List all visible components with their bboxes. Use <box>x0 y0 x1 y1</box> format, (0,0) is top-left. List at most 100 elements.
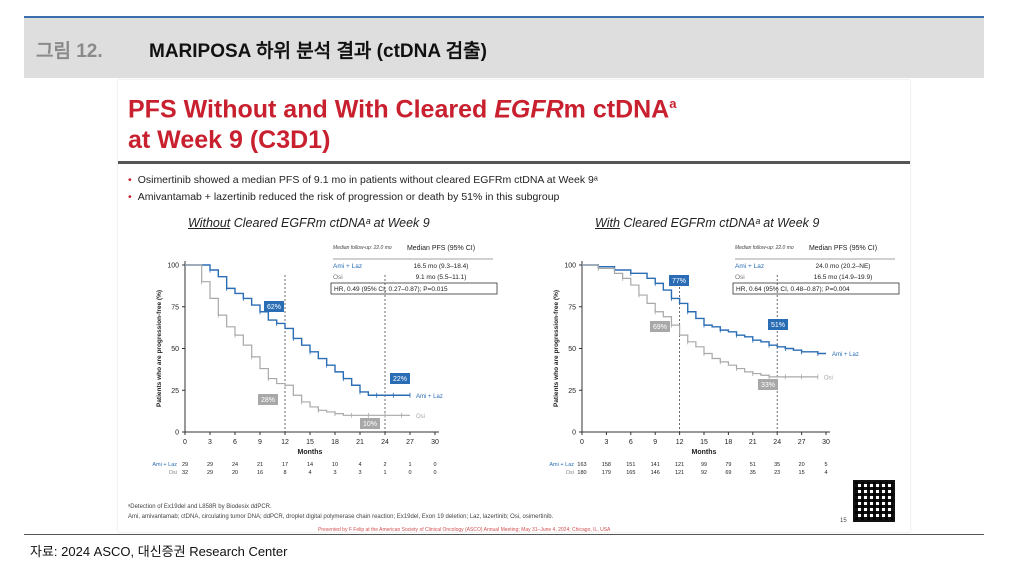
x-tick-label: 0 <box>580 439 584 446</box>
risk-value: 69 <box>725 470 731 476</box>
hr-text: HR, 0.49 (95% CI, 0.27–0.87); P=0.015 <box>334 286 448 293</box>
x-tick-label: 30 <box>822 439 830 446</box>
risk-value: 151 <box>626 462 635 468</box>
bullet-text: Osimertinib showed a median PFS of 9.1 m… <box>137 174 598 186</box>
median-value: 16.5 mo (14.9–19.9) <box>814 274 873 281</box>
risk-value: 146 <box>651 470 660 476</box>
risk-value: 163 <box>577 462 586 468</box>
y-tick-label: 100 <box>167 263 179 270</box>
x-tick-label: 24 <box>381 439 389 446</box>
y-tick-label: 50 <box>171 346 179 353</box>
landmark-badge-text: 10% <box>363 421 377 428</box>
landmark-badge-text: 28% <box>261 397 275 404</box>
slide-title: PFS Without and With Cleared EGFRm ctDNA… <box>128 88 676 156</box>
bullet-text: Amivantamab + lazertinib reduced the ris… <box>137 191 560 203</box>
risk-value: 35 <box>774 462 780 468</box>
risk-value: 121 <box>675 470 684 476</box>
risk-value: 179 <box>602 470 611 476</box>
risk-value: 0 <box>433 462 436 468</box>
footnote-1: ᵃDetection of Ex19del and L858R by Biode… <box>128 504 272 510</box>
risk-label: Ami + Laz <box>152 462 177 468</box>
risk-value: 29 <box>207 462 213 468</box>
figure-title: MARIPOSA 하위 분석 결과 (ctDNA 검출) <box>149 41 487 62</box>
panel-title-underlined: With <box>595 216 620 230</box>
risk-value: 121 <box>675 462 684 468</box>
bullet-list: • Osimertinib showed a median PFS of 9.1 … <box>128 174 598 208</box>
landmark-badge <box>390 373 410 384</box>
panel-title-rest: Cleared EGFRm ctDNAᵃ at Week 9 <box>619 216 820 230</box>
y-axis-label: Patients who are progression-free (%) <box>553 290 560 407</box>
median-arm: Ami + Laz <box>735 263 764 270</box>
risk-value: 92 <box>701 470 707 476</box>
qr-code-icon <box>853 480 895 522</box>
median-arm: Osi <box>333 274 343 281</box>
risk-value: 4 <box>308 470 311 476</box>
x-axis-label: Months <box>298 449 323 456</box>
median-followup: Median follow-up: 22.0 mo <box>735 245 794 251</box>
risk-value: 15 <box>799 470 805 476</box>
risk-value: 0 <box>433 470 436 476</box>
y-tick-label: 75 <box>568 304 576 311</box>
y-tick-label: 0 <box>572 430 576 437</box>
risk-value: 8 <box>283 470 286 476</box>
slide: PFS Without and With Cleared EGFRm ctDNA… <box>118 80 910 533</box>
slide-title-part-c: m ctDNA <box>563 95 670 124</box>
series-end-label: Osi <box>416 414 425 420</box>
x-tick-label: 12 <box>676 439 684 446</box>
landmark-badge-text: 62% <box>267 304 281 311</box>
bullet-item: • Amivantamab + lazertinib reduced the ri… <box>128 191 560 203</box>
risk-label: Osi <box>566 470 574 476</box>
risk-value: 79 <box>725 462 731 468</box>
x-tick-label: 15 <box>700 439 708 446</box>
risk-value: 141 <box>651 462 660 468</box>
page-number: 15 <box>840 518 847 524</box>
landmark-badge-text: 22% <box>393 376 407 383</box>
median-followup: Median follow-up: 22.0 mo <box>333 245 392 251</box>
median-value: 24.0 mo (20.2–NE) <box>816 263 871 270</box>
risk-value: 4 <box>824 470 827 476</box>
median-value: 16.5 mo (9.3–18.4) <box>414 263 469 270</box>
x-tick-label: 15 <box>306 439 314 446</box>
landmark-badge <box>258 394 278 405</box>
x-tick-label: 30 <box>431 439 439 446</box>
source-text: 자료: 2024 ASCO, 대신증권 Research Center <box>30 544 288 559</box>
x-tick-label: 9 <box>258 439 262 446</box>
series-end-label: Ami + Laz <box>832 352 859 358</box>
panel-title-rest: Cleared EGFRm ctDNAᵃ at Week 9 <box>230 216 430 230</box>
risk-value: 4 <box>358 462 361 468</box>
risk-value: 20 <box>232 470 238 476</box>
landmark-badge <box>768 319 788 330</box>
x-axis-label: Months <box>692 449 717 456</box>
x-tick-label: 21 <box>749 439 757 446</box>
bullet-item: • Osimertinib showed a median PFS of 9.1 … <box>128 174 598 186</box>
x-tick-label: 6 <box>629 439 633 446</box>
risk-value: 0 <box>408 470 411 476</box>
x-tick-label: 12 <box>281 439 289 446</box>
risk-label: Ami + Laz <box>549 462 574 468</box>
risk-value: 10 <box>332 462 338 468</box>
risk-value: 35 <box>750 470 756 476</box>
risk-label: Osi <box>169 470 177 476</box>
x-tick-label: 21 <box>356 439 364 446</box>
series-end-label: Osi <box>824 375 833 381</box>
median-arm: Osi <box>735 274 745 281</box>
km-series-line <box>582 264 818 378</box>
y-tick-label: 50 <box>568 346 576 353</box>
risk-value: 158 <box>602 462 611 468</box>
risk-value: 99 <box>701 462 707 468</box>
x-tick-label: 0 <box>183 439 187 446</box>
risk-value: 29 <box>207 470 213 476</box>
landmark-badge <box>264 301 284 312</box>
landmark-badge-text: 51% <box>771 322 785 329</box>
y-tick-label: 100 <box>564 263 576 270</box>
risk-value: 24 <box>232 462 238 468</box>
x-tick-label: 18 <box>725 439 733 446</box>
risk-value: 32 <box>182 470 188 476</box>
median-header: Median PFS (95% CI) <box>809 245 877 252</box>
x-tick-label: 9 <box>653 439 657 446</box>
panel-title-without: Without Cleared EGFRm ctDNAᵃ at Week 9 <box>188 216 430 230</box>
risk-value: 1 <box>383 470 386 476</box>
risk-value: 23 <box>774 470 780 476</box>
